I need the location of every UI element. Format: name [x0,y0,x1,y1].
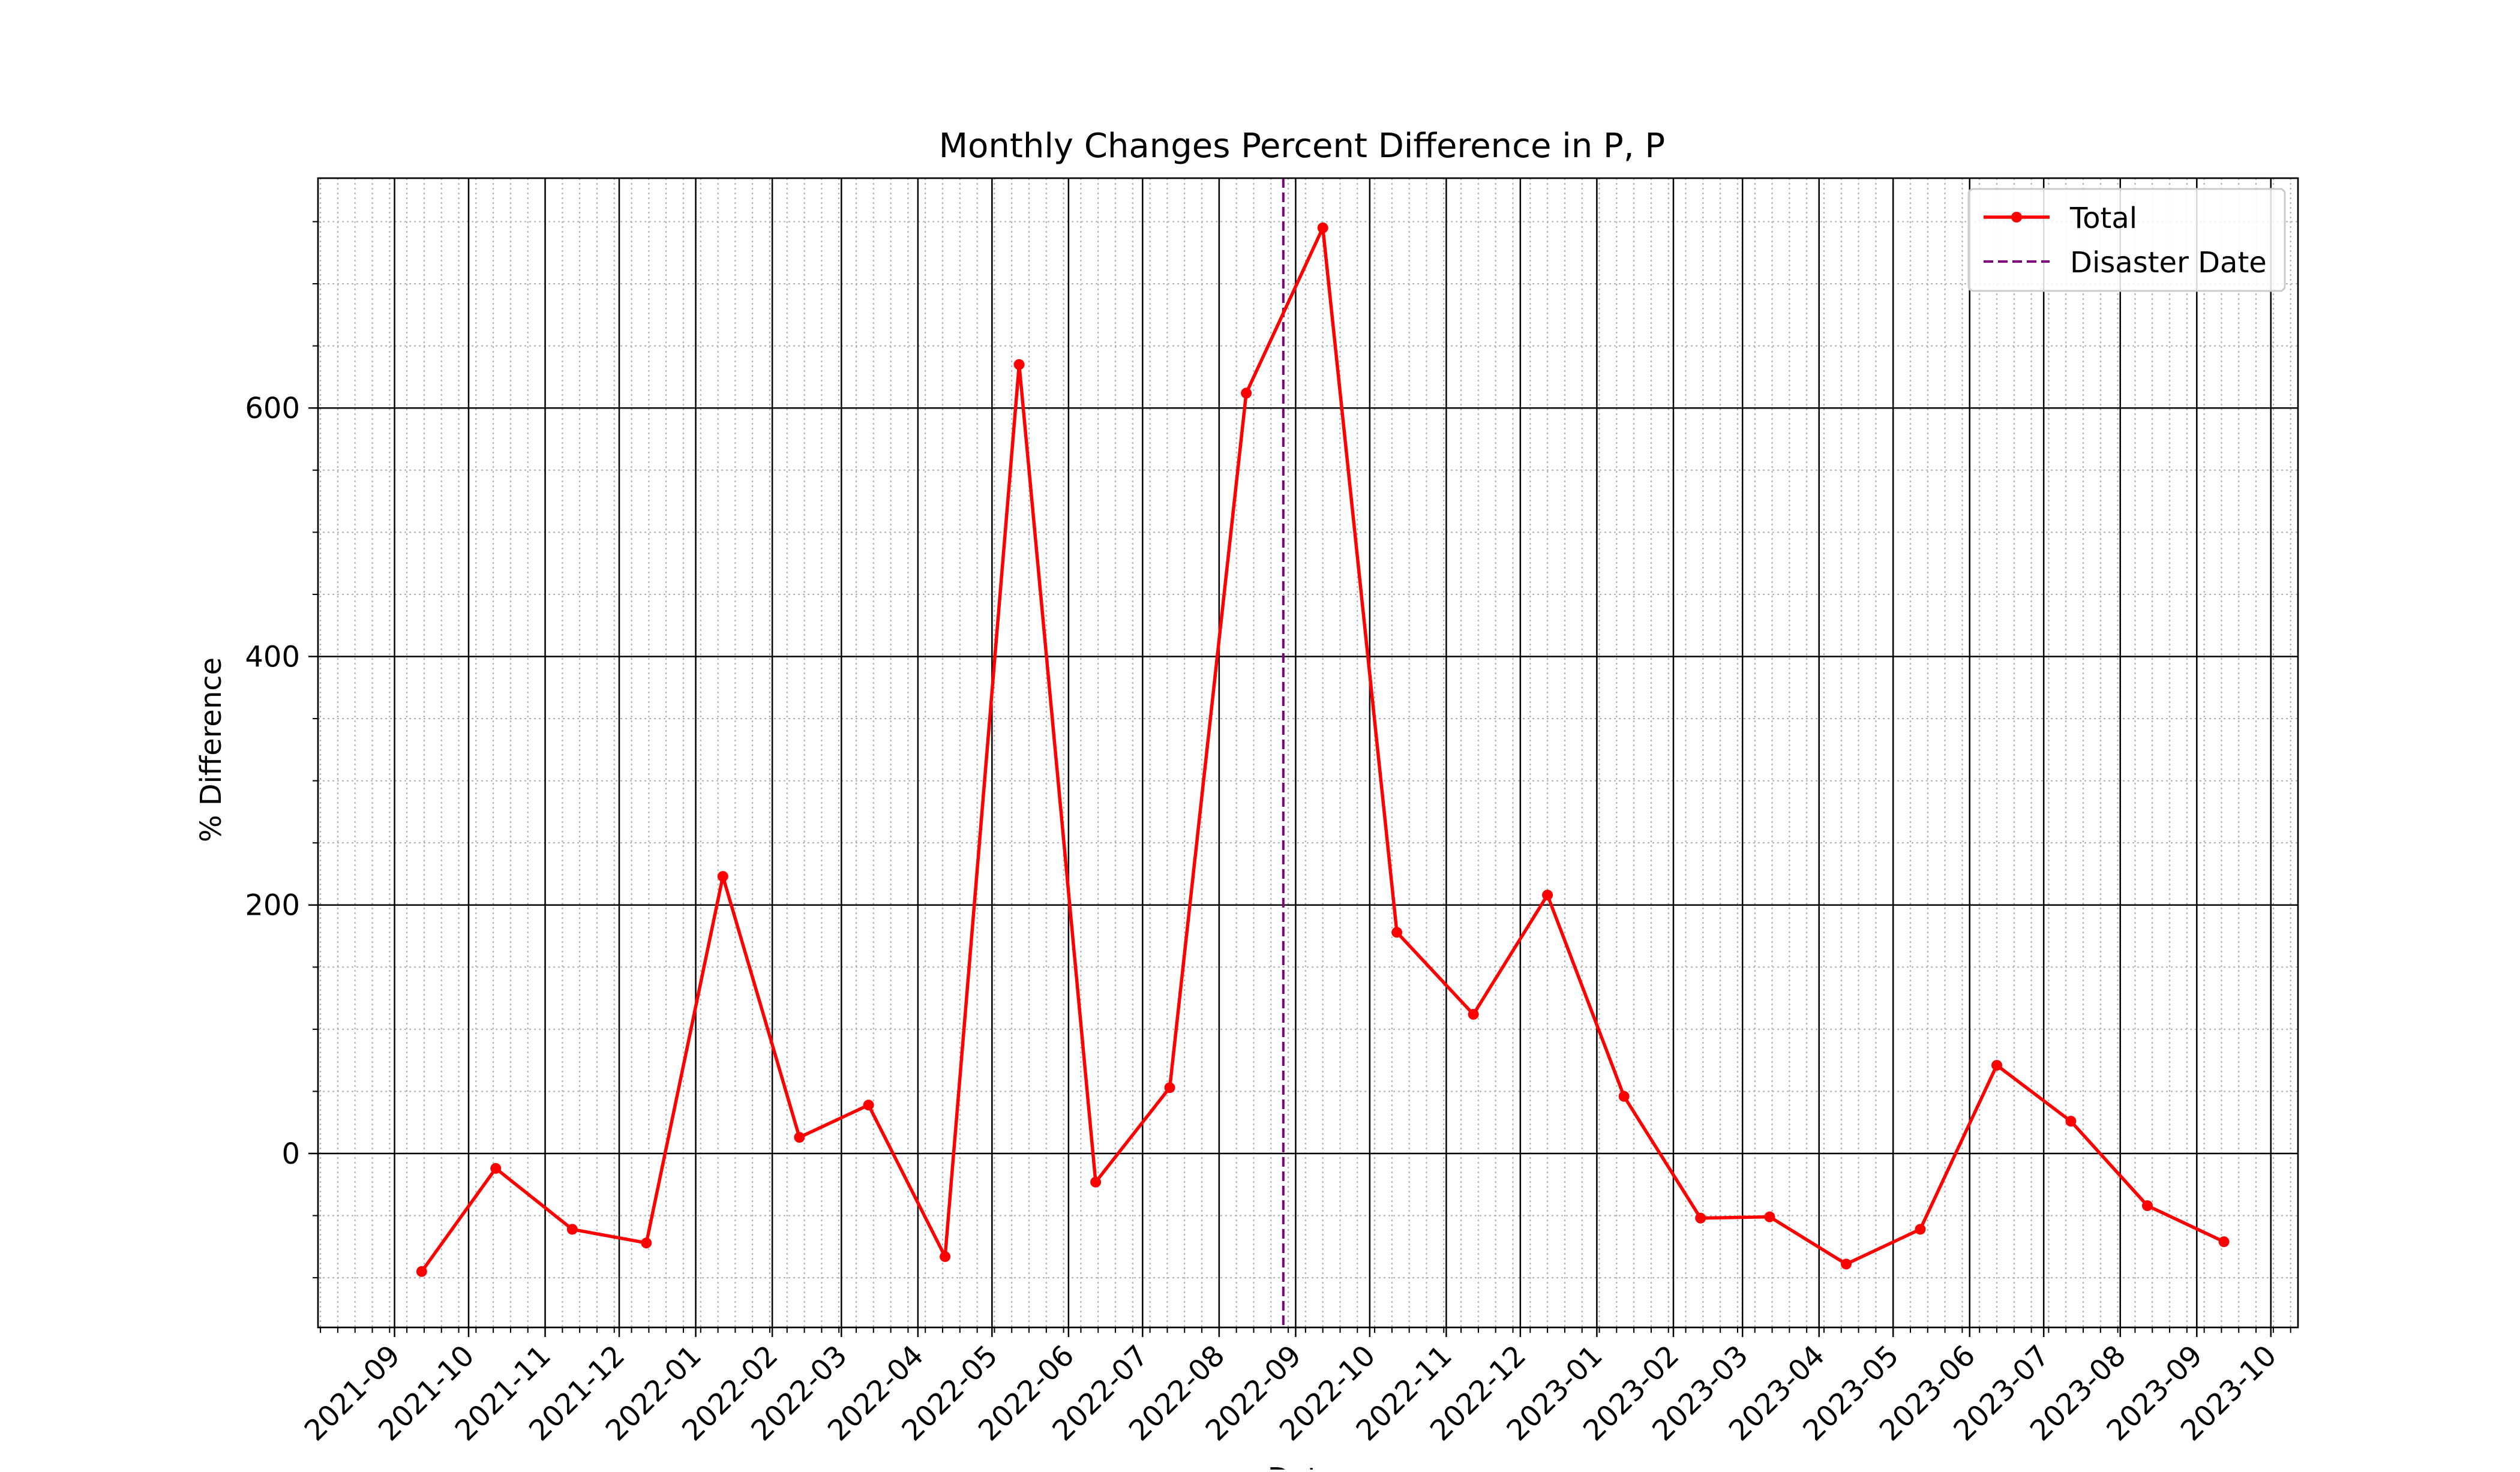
legend-label-disaster-date: Disaster Date [2070,246,2267,280]
data-point [1241,387,1252,399]
x-axis-label: Date [1268,1462,1337,1470]
data-point [863,1100,874,1111]
data-point [1695,1212,1706,1224]
data-point [566,1224,578,1235]
chart-title: Monthly Changes Percent Difference in P,… [939,127,1665,166]
y-tick-label: 600 [245,392,300,425]
data-point [1542,890,1553,901]
data-point [1468,1009,1479,1020]
data-point [1618,1091,1630,1102]
data-point [416,1266,427,1277]
data-point [940,1251,951,1262]
grid [318,178,2298,1327]
y-tick-label: 200 [245,889,300,923]
y-axis-label: % Difference [194,657,228,842]
y-tick-label: 0 [281,1137,300,1171]
data-point [1841,1258,1852,1270]
data-point [1164,1082,1175,1094]
data-point [1991,1059,2003,1071]
data-point [2218,1236,2230,1248]
data-point [794,1132,805,1143]
y-axis-ticks: 0 200 400 600 [245,221,318,1279]
legend-box [1967,188,2286,292]
data-point [1391,927,1403,938]
data-point [1915,1224,1926,1235]
legend: Total Disaster Date [1967,188,2286,292]
data-point [1317,222,1328,233]
data-point [1013,359,1025,370]
legend-total-marker [2011,212,2022,223]
data-point [2065,1116,2077,1127]
series [416,222,2230,1277]
data-point [490,1162,502,1174]
data-point [717,871,728,882]
plot-frame [317,177,2299,1329]
data-point [1764,1211,1775,1222]
data-point [641,1237,652,1249]
legend-label-total: Total [2069,202,2137,235]
data-point [1090,1176,1102,1188]
data-point [2142,1200,2153,1212]
y-tick-label: 400 [245,640,300,674]
